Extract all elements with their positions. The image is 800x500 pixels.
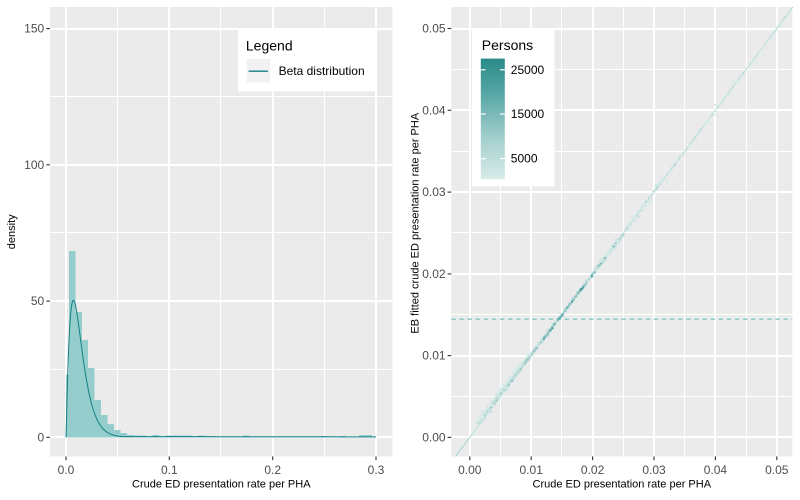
svg-text:0.05: 0.05 <box>422 22 446 36</box>
svg-text:Crude ED presentation rate per: Crude ED presentation rate per PHA <box>132 479 311 491</box>
svg-text:Persons: Persons <box>482 37 533 53</box>
svg-text:0.04: 0.04 <box>422 103 446 117</box>
svg-text:EB fitted crude ED presentatio: EB fitted crude ED presentation rate per… <box>410 112 422 333</box>
svg-text:0.0: 0.0 <box>58 463 75 477</box>
svg-text:100: 100 <box>24 158 44 172</box>
svg-text:25000: 25000 <box>511 63 545 77</box>
svg-text:15000: 15000 <box>511 107 545 121</box>
svg-text:50: 50 <box>31 294 45 308</box>
svg-text:0.02: 0.02 <box>581 463 605 477</box>
svg-text:0.03: 0.03 <box>642 463 666 477</box>
svg-text:150: 150 <box>24 22 44 36</box>
svg-text:0.2: 0.2 <box>264 463 281 477</box>
svg-text:0: 0 <box>38 430 45 444</box>
svg-text:0.01: 0.01 <box>422 349 446 363</box>
svg-text:0.00: 0.00 <box>458 463 482 477</box>
svg-text:0.00: 0.00 <box>422 430 446 444</box>
svg-text:0.02: 0.02 <box>422 267 446 281</box>
svg-text:Legend: Legend <box>246 38 293 54</box>
svg-text:density: density <box>6 214 18 249</box>
svg-text:0.3: 0.3 <box>368 463 385 477</box>
svg-text:0.01: 0.01 <box>520 463 544 477</box>
svg-text:0.03: 0.03 <box>422 185 446 199</box>
svg-text:Beta distribution: Beta distribution <box>279 64 365 78</box>
svg-text:5000: 5000 <box>511 152 538 166</box>
svg-text:0.05: 0.05 <box>765 463 789 477</box>
svg-text:Crude ED presentation rate per: Crude ED presentation rate per PHA <box>533 479 712 491</box>
svg-text:0.1: 0.1 <box>161 463 178 477</box>
svg-text:0.04: 0.04 <box>704 463 728 477</box>
